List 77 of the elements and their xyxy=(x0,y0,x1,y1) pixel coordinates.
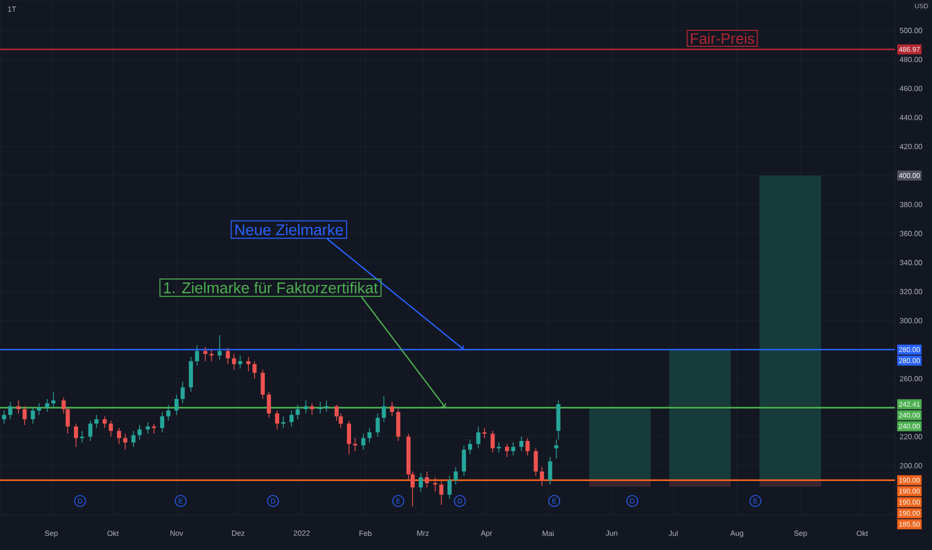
candlestick xyxy=(367,428,372,443)
candlestick xyxy=(476,426,480,449)
candlestick xyxy=(80,430,84,443)
candlestick xyxy=(166,404,170,422)
candlestick xyxy=(232,354,236,370)
candlestick xyxy=(318,401,322,414)
candlestick xyxy=(526,438,530,456)
candlestick xyxy=(439,480,444,506)
candlestick xyxy=(102,416,107,428)
candlestick xyxy=(468,439,472,454)
candlestick xyxy=(304,400,308,414)
candlestick xyxy=(462,444,466,476)
candlestick xyxy=(296,404,300,420)
bar xyxy=(760,176,822,480)
candlestick xyxy=(324,400,328,412)
candlestick xyxy=(152,423,156,434)
candlestick xyxy=(36,402,42,416)
candlestick xyxy=(22,406,27,426)
candlestick xyxy=(511,442,516,456)
candlestick xyxy=(490,430,495,454)
candlestick xyxy=(88,420,92,442)
candlestick xyxy=(94,414,99,428)
candlestick xyxy=(376,413,380,438)
candlestick xyxy=(252,360,257,380)
candlestick xyxy=(138,424,142,440)
annotation: Neue Zielmarke xyxy=(235,224,343,236)
candlestick xyxy=(2,410,6,424)
candlestick xyxy=(226,348,230,365)
candlestick xyxy=(45,398,50,412)
candlestick xyxy=(534,448,538,476)
candlestick xyxy=(548,456,552,485)
annotation: 1. Zielmarke für Faktorzertifikat xyxy=(164,282,378,294)
candlestick xyxy=(433,476,438,492)
candlestick xyxy=(540,466,544,486)
candlestick xyxy=(238,355,242,369)
candlestick xyxy=(289,410,294,427)
candlestick xyxy=(281,416,286,428)
candlestick xyxy=(260,370,265,400)
candlestick xyxy=(554,439,558,459)
candlestick xyxy=(334,404,339,422)
candlestick xyxy=(146,422,150,434)
bar xyxy=(669,350,731,480)
candlestick xyxy=(123,433,128,450)
candlestick xyxy=(496,442,501,454)
candlestick xyxy=(482,428,487,439)
candlestick xyxy=(519,436,524,452)
candlestick xyxy=(51,391,56,408)
candlestick xyxy=(209,349,214,362)
candlestick xyxy=(454,466,458,485)
candlestick xyxy=(160,412,164,433)
bar xyxy=(589,408,651,480)
candlestick xyxy=(504,444,510,458)
candlestick xyxy=(16,400,21,414)
candlestick xyxy=(266,391,271,418)
candlestick xyxy=(361,433,366,450)
candlestick xyxy=(131,430,136,448)
candlestick xyxy=(390,401,394,417)
candlestick xyxy=(195,344,200,366)
ref-line-label: Fair-Preis xyxy=(690,32,754,44)
candlestick xyxy=(275,410,280,430)
candlestick xyxy=(218,334,222,360)
candlestick xyxy=(346,420,352,454)
candlestick xyxy=(74,423,78,448)
candlestick xyxy=(180,381,185,404)
candlestick xyxy=(117,428,122,444)
candlestick xyxy=(203,346,208,362)
candlestick xyxy=(246,356,250,372)
candlestick xyxy=(353,438,358,452)
candlestick xyxy=(448,475,452,500)
candlestick xyxy=(382,396,386,423)
candlestick xyxy=(424,471,430,488)
candlestick xyxy=(310,402,314,416)
candlestick xyxy=(174,394,179,416)
candlestick xyxy=(30,407,35,424)
candlestick xyxy=(8,401,12,420)
candlestick xyxy=(108,420,113,438)
candlestick xyxy=(418,472,423,492)
